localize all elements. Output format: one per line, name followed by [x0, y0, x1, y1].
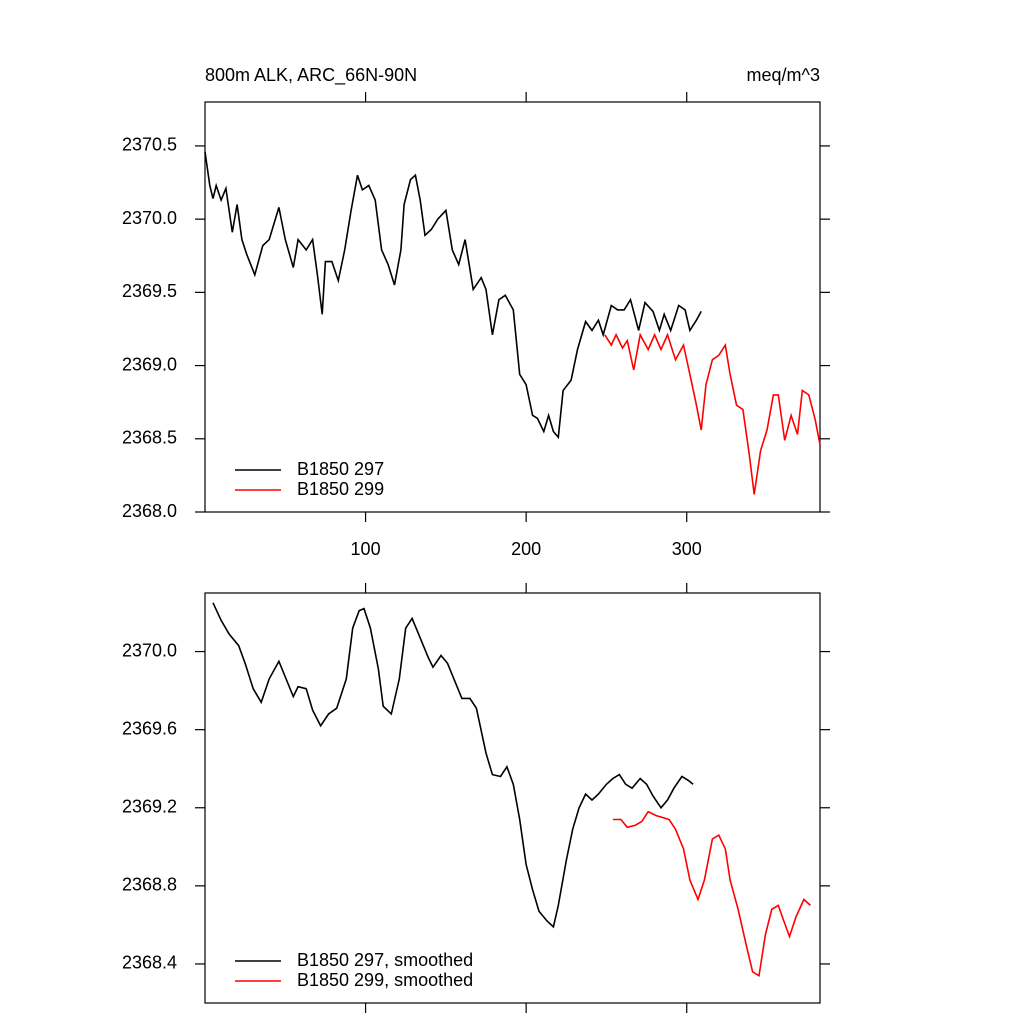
data-line	[604, 332, 821, 495]
legend-label: B1850 297, smoothed	[297, 950, 473, 970]
y-tick-label: 2369.6	[122, 718, 177, 738]
y-tick-label: 2370.0	[122, 640, 177, 660]
x-tick-label: 300	[672, 539, 702, 559]
y-tick-label: 2369.0	[122, 354, 177, 374]
units-label: meq/m^3	[747, 65, 820, 85]
y-tick-label: 2368.8	[122, 875, 177, 895]
y-tick-label: 2370.0	[122, 208, 177, 228]
plot-frame	[204, 101, 821, 513]
x-tick-label: 200	[511, 539, 541, 559]
y-tick-label: 2368.5	[122, 428, 177, 448]
legend-label: B1850 299, smoothed	[297, 970, 473, 990]
data-line	[612, 810, 811, 978]
y-tick-label: 2368.0	[122, 501, 177, 521]
legend-label: B1850 297	[297, 459, 384, 479]
y-tick-label: 2370.5	[122, 135, 177, 155]
data-line	[204, 151, 702, 440]
legend-label: B1850 299	[297, 479, 384, 499]
y-tick-label: 2368.4	[122, 953, 177, 973]
y-tick-label: 2369.5	[122, 281, 177, 301]
data-line	[212, 602, 694, 929]
plot-frame	[204, 592, 821, 1004]
y-tick-label: 2369.2	[122, 797, 177, 817]
chart-title: 800m ALK, ARC_66N-90N	[205, 65, 417, 86]
x-tick-label: 100	[351, 539, 381, 559]
